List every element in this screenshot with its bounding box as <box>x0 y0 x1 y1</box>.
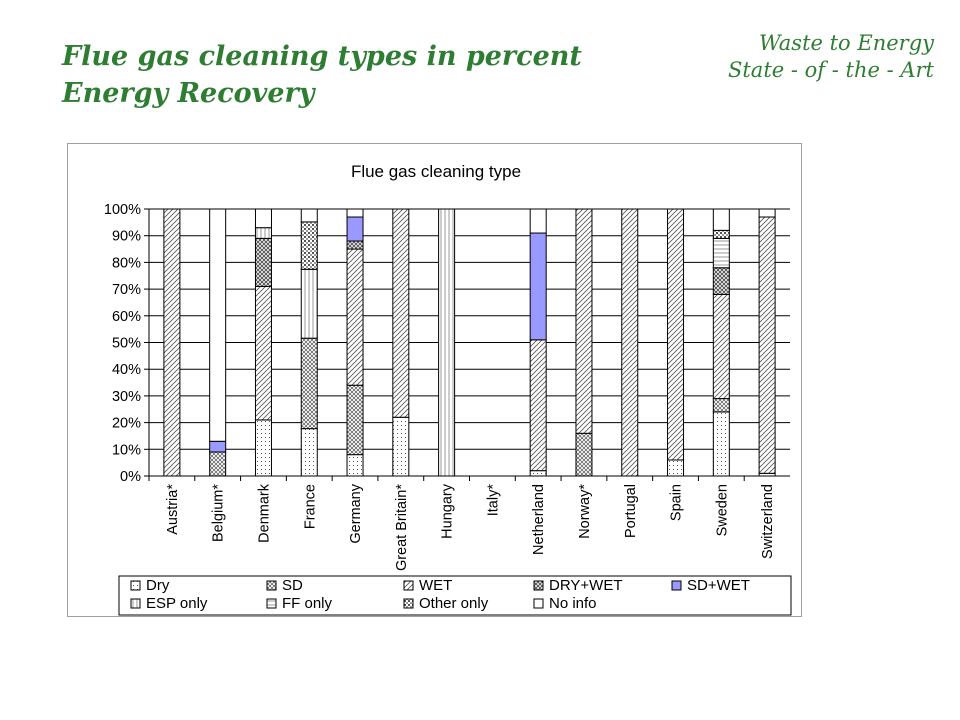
legend-label: FF only <box>282 595 333 612</box>
stacked-bar-chart: Flue gas cleaning type 0% 10% 20% 30% 40% 50%… <box>104 162 792 616</box>
chart-frame: Flue gas cleaning type 0% 10% 20% 30% 40% 50%… <box>67 143 802 617</box>
bar-segment <box>575 432 593 477</box>
corner-caption: Waste to Energy State - of - the - Art <box>728 30 934 84</box>
bar-segment <box>346 248 364 386</box>
bar-segment <box>300 428 318 477</box>
legend-swatch <box>533 598 544 609</box>
legend-label: WET <box>419 577 452 594</box>
y-tick-label: 30% <box>112 389 141 405</box>
legend-swatch <box>130 580 141 591</box>
x-tick-label: Hungary <box>440 483 456 539</box>
chart-title: Flue gas cleaning type <box>351 162 521 181</box>
legend-label: DRY+WET <box>549 577 622 594</box>
y-tick-label: 40% <box>112 362 141 378</box>
bar-segment <box>254 208 272 229</box>
bar-segment <box>575 208 593 434</box>
slide-title: Flue gas cleaning types in percent Energ… <box>62 38 582 112</box>
bar-segment <box>667 459 685 477</box>
legend-swatch <box>403 598 414 609</box>
bar-segment <box>621 208 639 477</box>
bar-segment <box>254 227 272 239</box>
bar-segment <box>529 232 547 341</box>
bar-segment <box>712 208 730 231</box>
bar-segment <box>529 339 547 472</box>
bar-segment <box>712 237 730 269</box>
y-tick-label: 80% <box>112 255 141 271</box>
slide-title-line-2: Energy Recovery <box>62 78 315 109</box>
bar-segment <box>529 470 547 477</box>
bar-segment <box>758 208 776 218</box>
bar-segment <box>712 411 730 477</box>
y-tick-label: 10% <box>112 442 141 458</box>
bar-segment <box>346 384 364 456</box>
legend-label: Other only <box>419 595 489 612</box>
y-tick-label: 50% <box>112 336 141 352</box>
x-tick-label: Portugal <box>623 484 639 538</box>
legend-label: No info <box>549 595 597 612</box>
y-tick-label: 100% <box>104 202 141 218</box>
bar-segment <box>529 208 547 234</box>
legend-swatch <box>671 580 682 591</box>
legend-swatch <box>266 598 277 609</box>
legend-swatch <box>403 580 414 591</box>
legend-label: Dry <box>146 577 170 594</box>
legend-swatch <box>130 598 141 609</box>
bar-segment <box>392 208 410 418</box>
bar-segment <box>300 221 318 270</box>
bar-segment <box>758 216 776 474</box>
legend-label: SD <box>282 577 303 594</box>
x-tick-label: Switzerland <box>760 484 776 559</box>
bar-segment <box>712 293 730 400</box>
legend-label: SD+WET <box>687 577 750 594</box>
legend-swatch <box>533 580 544 591</box>
slide-title-line-1: Flue gas cleaning types in percent <box>62 41 582 72</box>
bar-segment <box>712 229 730 239</box>
y-tick-label: 0% <box>120 469 141 485</box>
legend-label: ESP only <box>146 595 208 612</box>
bar-segment <box>254 419 272 477</box>
bar-segment <box>300 337 318 430</box>
x-tick-label: Austria* <box>165 484 181 535</box>
bar-segment <box>392 416 410 477</box>
legend: Dry SD WET DRY+WET SD+WET ESP only FF only Othe… <box>118 575 792 616</box>
bar-segment <box>346 454 364 477</box>
x-tick-label: Spain <box>669 484 685 521</box>
bar-segment <box>254 237 272 287</box>
y-tick-label: 60% <box>112 309 141 325</box>
x-tick-label: Denmark <box>256 483 272 543</box>
x-tick-label: Great Britain* <box>394 484 410 571</box>
bar-segment <box>346 208 364 218</box>
axes: Austria* Belgium* Denmark France Germany Grea… <box>148 209 790 571</box>
bar-segment <box>163 208 181 477</box>
bar-segment <box>667 208 685 461</box>
corner-caption-line-1: Waste to Energy <box>759 31 934 55</box>
y-tick-label: 70% <box>112 282 141 298</box>
y-tick-label: 20% <box>112 416 141 432</box>
x-tick-label: Netherland <box>531 484 547 555</box>
bar-segment <box>254 285 272 421</box>
x-tick-label: France <box>302 484 318 529</box>
x-tick-label: Sweden <box>714 484 730 536</box>
bar-segment <box>300 208 318 223</box>
x-tick-label: Norway* <box>577 484 593 539</box>
bar-segment <box>712 398 730 413</box>
bar-segment <box>346 216 364 242</box>
legend-swatch <box>266 580 277 591</box>
bar-segment <box>712 267 730 295</box>
bar-segment <box>300 268 318 339</box>
bar-segment <box>209 440 227 453</box>
corner-caption-line-2: State - of - the - Art <box>727 58 934 82</box>
bar-segment <box>438 208 456 477</box>
bar-segment <box>346 240 364 250</box>
y-tick-label: 90% <box>112 229 141 245</box>
x-tick-label: Italy* <box>485 484 501 517</box>
bar-segment <box>209 451 227 477</box>
bar-segment <box>209 208 227 442</box>
bars <box>163 208 776 477</box>
x-tick-label: Germany <box>348 483 364 543</box>
x-tick-label: Belgium* <box>211 484 227 542</box>
